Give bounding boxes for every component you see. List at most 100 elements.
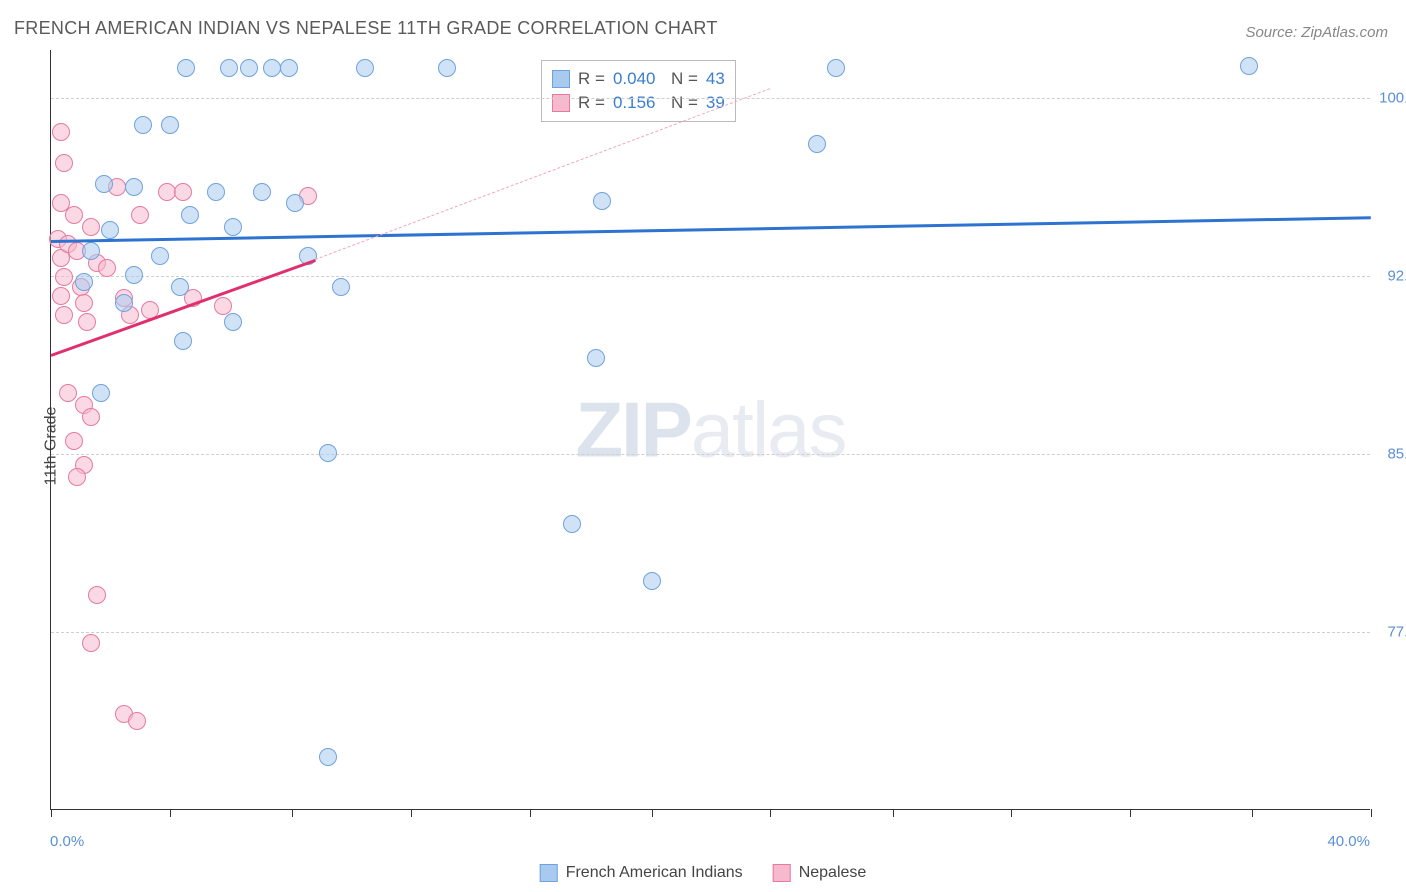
scatter-point	[181, 206, 199, 224]
scatter-point	[827, 59, 845, 77]
legend-label-series2: Nepalese	[799, 864, 867, 882]
scatter-point	[214, 297, 232, 315]
watermark-text: ZIPatlas	[575, 384, 845, 475]
scatter-point	[319, 444, 337, 462]
scatter-point	[75, 273, 93, 291]
scatter-point	[161, 116, 179, 134]
gridline-h	[51, 632, 1370, 633]
scatter-point	[82, 218, 100, 236]
scatter-point	[240, 59, 258, 77]
legend-bottom: French American Indians Nepalese	[540, 864, 867, 882]
scatter-point	[808, 135, 826, 153]
plot-area: ZIPatlas R = 0.040 N = 43 R = 0.156 N = …	[50, 50, 1370, 810]
stat-N-label2: N =	[671, 93, 698, 113]
scatter-point	[131, 206, 149, 224]
scatter-point	[177, 59, 195, 77]
x-tick	[411, 809, 412, 817]
scatter-point	[125, 266, 143, 284]
swatch-series1	[552, 70, 570, 88]
scatter-point	[65, 206, 83, 224]
scatter-point	[92, 384, 110, 402]
scatter-point	[174, 183, 192, 201]
scatter-point	[52, 287, 70, 305]
scatter-point	[1240, 57, 1258, 75]
scatter-point	[59, 384, 77, 402]
y-tick-label: 77.5%	[1375, 623, 1406, 640]
x-tick	[1011, 809, 1012, 817]
x-tick	[1130, 809, 1131, 817]
scatter-point	[75, 294, 93, 312]
watermark-bold: ZIP	[575, 385, 690, 473]
scatter-point	[253, 183, 271, 201]
scatter-point	[115, 294, 133, 312]
scatter-point	[224, 313, 242, 331]
scatter-point	[263, 59, 281, 77]
scatter-point	[101, 221, 119, 239]
scatter-point	[128, 712, 146, 730]
scatter-point	[207, 183, 225, 201]
legend-swatch-series1	[540, 864, 558, 882]
chart-title: FRENCH AMERICAN INDIAN VS NEPALESE 11TH …	[14, 18, 718, 39]
scatter-point	[82, 242, 100, 260]
scatter-point	[68, 468, 86, 486]
scatter-point	[174, 332, 192, 350]
scatter-point	[643, 572, 661, 590]
scatter-point	[78, 313, 96, 331]
stat-R-label: R =	[578, 69, 605, 89]
scatter-point	[171, 278, 189, 296]
scatter-point	[98, 259, 116, 277]
scatter-point	[125, 178, 143, 196]
scatter-point	[438, 59, 456, 77]
x-tick	[1371, 809, 1372, 817]
scatter-point	[220, 59, 238, 77]
x-tick	[652, 809, 653, 817]
y-tick-label: 92.5%	[1375, 267, 1406, 284]
x-tick	[530, 809, 531, 817]
stat-R-label2: R =	[578, 93, 605, 113]
scatter-point	[82, 634, 100, 652]
stat-R2: 0.156	[613, 93, 663, 113]
gridline-h	[51, 276, 1370, 277]
stat-N1: 43	[706, 69, 725, 89]
x-tick	[51, 809, 52, 817]
legend-label-series1: French American Indians	[566, 864, 743, 882]
scatter-point	[55, 268, 73, 286]
scatter-point	[55, 154, 73, 172]
stat-N-label: N =	[671, 69, 698, 89]
legend-swatch-series2	[773, 864, 791, 882]
x-tick	[893, 809, 894, 817]
scatter-point	[55, 306, 73, 324]
legend-item-series1: French American Indians	[540, 864, 743, 882]
scatter-point	[158, 183, 176, 201]
scatter-point	[88, 586, 106, 604]
scatter-point	[151, 247, 169, 265]
x-tick	[1252, 809, 1253, 817]
scatter-point	[134, 116, 152, 134]
stats-row-series1: R = 0.040 N = 43	[552, 67, 725, 91]
scatter-point	[593, 192, 611, 210]
x-tick	[292, 809, 293, 817]
chart-container: FRENCH AMERICAN INDIAN VS NEPALESE 11TH …	[0, 0, 1406, 892]
scatter-point	[280, 59, 298, 77]
x-axis-label-left: 0.0%	[50, 833, 84, 850]
x-axis-label-right: 40.0%	[1327, 833, 1370, 850]
y-tick-label: 85.0%	[1375, 445, 1406, 462]
x-tick	[770, 809, 771, 817]
x-tick	[170, 809, 171, 817]
scatter-point	[319, 748, 337, 766]
scatter-point	[286, 194, 304, 212]
trend-line	[51, 216, 1371, 243]
scatter-point	[332, 278, 350, 296]
y-tick-label: 100.0%	[1375, 89, 1406, 106]
watermark-light: atlas	[691, 385, 846, 473]
legend-item-series2: Nepalese	[773, 864, 867, 882]
scatter-point	[224, 218, 242, 236]
scatter-point	[52, 123, 70, 141]
scatter-point	[65, 432, 83, 450]
scatter-point	[563, 515, 581, 533]
stat-R1: 0.040	[613, 69, 663, 89]
scatter-point	[356, 59, 374, 77]
source-attribution: Source: ZipAtlas.com	[1245, 24, 1388, 41]
scatter-point	[95, 175, 113, 193]
stats-row-series2: R = 0.156 N = 39	[552, 91, 725, 115]
